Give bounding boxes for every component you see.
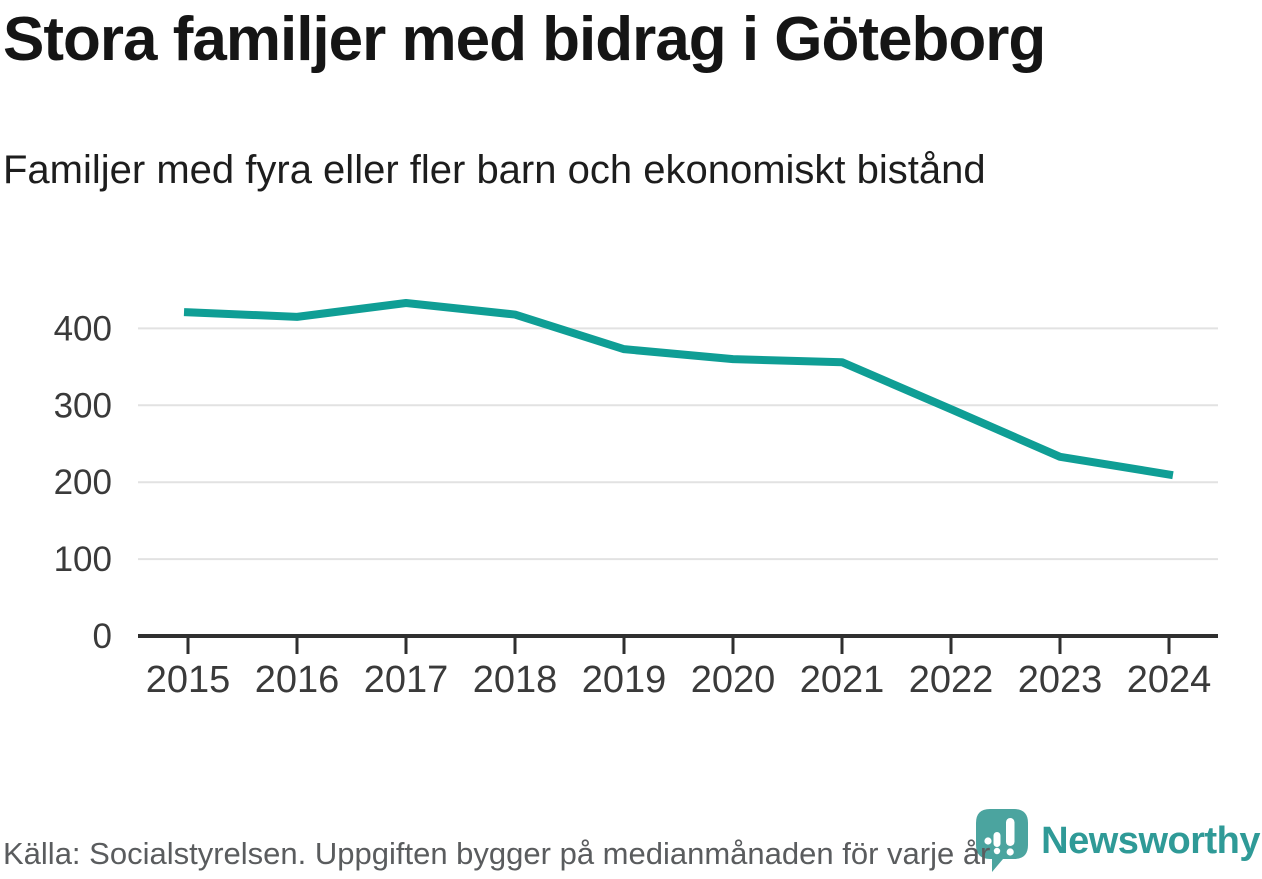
svg-text:2020: 2020 [691, 659, 776, 701]
svg-text:2019: 2019 [582, 659, 667, 701]
svg-text:2021: 2021 [800, 659, 885, 701]
svg-text:300: 300 [54, 386, 112, 425]
svg-text:2022: 2022 [909, 659, 994, 701]
svg-text:2018: 2018 [473, 659, 558, 701]
newsworthy-logo: Newsworthy [975, 808, 1260, 874]
svg-text:2016: 2016 [255, 659, 340, 701]
svg-text:400: 400 [54, 309, 112, 348]
newsworthy-logo-text: Newsworthy [1041, 819, 1260, 862]
newsworthy-logo-icon [976, 809, 1029, 872]
y-axis-labels: 0 100 200 300 400 [54, 309, 112, 656]
x-axis-labels: 2015 2016 2017 2018 2019 2020 2021 2022 2023 2024 [146, 659, 1212, 701]
svg-text:2024: 2024 [1127, 659, 1212, 701]
svg-text:2015: 2015 [146, 659, 231, 701]
gridlines [138, 327, 1218, 561]
x-axis-ticks [186, 638, 1171, 654]
svg-text:2017: 2017 [364, 659, 449, 701]
data-series-line [183, 299, 1174, 480]
svg-text:2023: 2023 [1018, 659, 1103, 701]
svg-text:0: 0 [93, 617, 112, 656]
chart-title: Stora familjer med bidrag i Göteborg [3, 5, 1046, 74]
svg-text:200: 200 [54, 463, 112, 502]
source-note: Källa: Socialstyrelsen. Uppgiften bygger… [3, 836, 991, 871]
chart-subtitle: Familjer med fyra eller fler barn och ek… [3, 148, 986, 192]
svg-text:100: 100 [54, 540, 112, 579]
